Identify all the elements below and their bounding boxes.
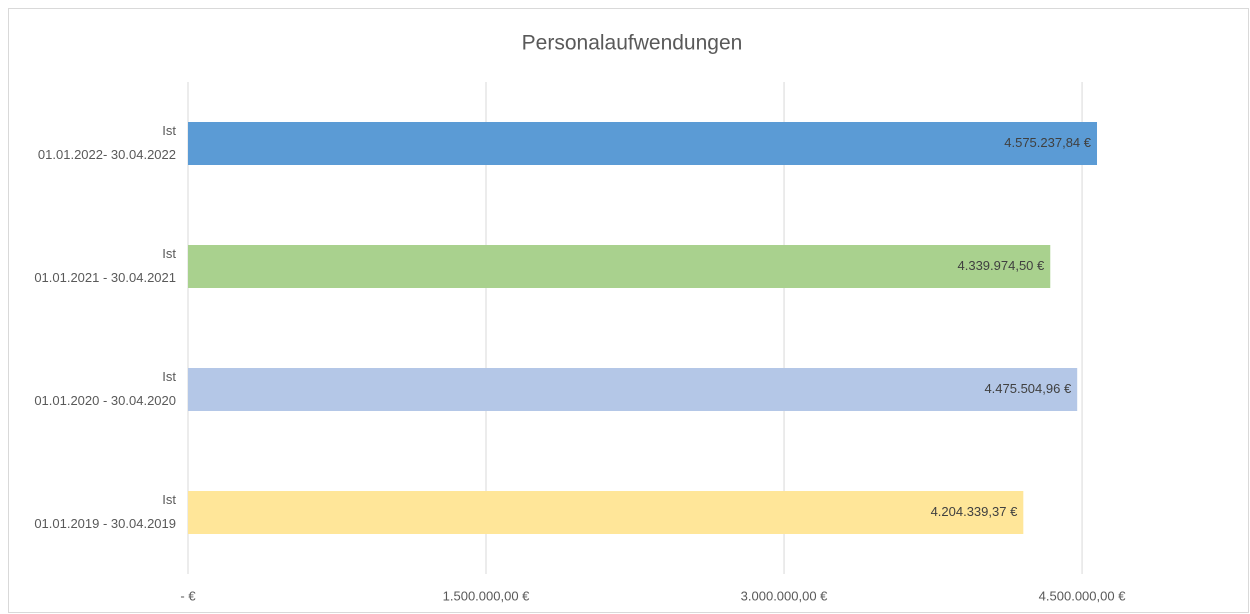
chart-title: Personalaufwendungen — [522, 32, 743, 55]
x-tick-label: - € — [180, 588, 196, 603]
value-label: 4.475.504,96 € — [984, 381, 1072, 396]
x-tick-label: 4.500.000,00 € — [1039, 588, 1127, 603]
value-label: 4.204.339,37 € — [931, 504, 1019, 519]
bar — [188, 245, 1051, 288]
bar — [188, 368, 1078, 411]
y-tick-label: Ist — [162, 369, 176, 384]
y-tick-label: 01.01.2021 - 30.04.2021 — [34, 270, 176, 285]
y-tick-label: 01.01.2019 - 30.04.2019 — [34, 516, 176, 531]
y-tick-label: Ist — [162, 492, 176, 507]
y-tick-label: Ist — [162, 123, 176, 138]
y-tick-label: 01.01.2022- 30.04.2022 — [38, 147, 176, 162]
x-tick-label: 1.500.000,00 € — [443, 588, 531, 603]
y-tick-label: Ist — [162, 246, 176, 261]
value-label: 4.339.974,50 € — [958, 258, 1046, 273]
x-tick-label: 3.000.000,00 € — [741, 588, 829, 603]
value-label: 4.575.237,84 € — [1004, 135, 1092, 150]
bar — [188, 122, 1098, 165]
y-tick-label: 01.01.2020 - 30.04.2020 — [34, 393, 176, 408]
bar — [188, 491, 1024, 534]
